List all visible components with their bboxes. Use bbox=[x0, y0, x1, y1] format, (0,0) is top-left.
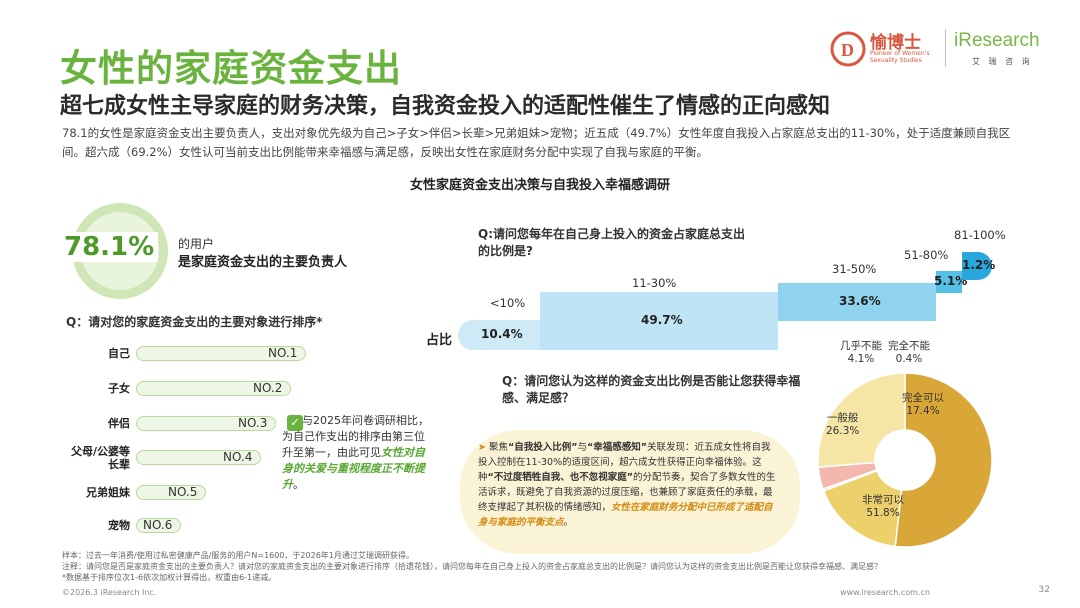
ranking-question: Q：请对您的家庭资金支出的主要对象进行排序* bbox=[66, 315, 323, 329]
stair-category: 51-80% bbox=[904, 248, 949, 262]
donut-slice bbox=[894, 372, 993, 548]
check-icon: ✓ bbox=[287, 415, 303, 431]
ranking-bar bbox=[136, 485, 206, 500]
insight-b1: “自我投入比例” bbox=[508, 442, 578, 453]
ranking-label: 宠物 bbox=[108, 519, 130, 532]
stair-bar bbox=[936, 271, 962, 293]
ranking-number: NO.1 bbox=[268, 346, 298, 360]
footer-note: 注释：请问您是否是家庭资金支出的主要负责人？请对您的家庭资金支出的主要对象进行排… bbox=[62, 562, 882, 571]
insight-p4: 的分配节奏，契合了多数女性的生活诉求，既避免了自我资源的过度压缩，也兼顾了家庭责… bbox=[478, 472, 776, 513]
ranking-bar bbox=[136, 450, 261, 465]
insight-p3: 关联发现：近五成女性将自我投入控制在11-30%的适度区间，超六成女性获得正向幸… bbox=[478, 442, 771, 483]
satisfaction-donut bbox=[817, 372, 993, 548]
stair-category: 31-50% bbox=[832, 262, 877, 276]
footer-website: www.iresearch.com.cn bbox=[840, 588, 930, 597]
stair-category: 81-100% bbox=[954, 228, 1006, 242]
donut-label-value: 4.1% bbox=[847, 353, 875, 365]
ranking-number: NO.2 bbox=[253, 381, 283, 395]
brand2-name: iResearch bbox=[954, 30, 1040, 51]
svg-text:D: D bbox=[841, 40, 854, 60]
responsible-pct: 78.1% bbox=[60, 232, 159, 262]
brand1-name: 愉博士 bbox=[870, 33, 921, 53]
ranking-bar bbox=[136, 518, 181, 533]
ranking-bar bbox=[136, 381, 291, 396]
ranking-label: 子女 bbox=[108, 382, 130, 395]
donut-label-name: 完全不能 bbox=[888, 340, 930, 352]
insight-p5: 。 bbox=[563, 517, 574, 528]
ranking-note-end: 。 bbox=[293, 478, 304, 491]
donut-label-value: 17.4% bbox=[906, 405, 940, 417]
ranking-note: 与2025年问卷调研相比，为自己作支出的排序由第三位升至第一，由此可见女性对自身… bbox=[282, 413, 432, 539]
stair-value: 5.1% bbox=[934, 274, 968, 288]
ranking-note-highlight: 女性对自身的关爱与重视程度正不断提升 bbox=[282, 446, 425, 491]
donut-label: 完全不能 0.4% bbox=[888, 340, 930, 366]
chart-title: 女性家庭资金支出决策与自我投入幸福感调研 bbox=[409, 178, 670, 193]
donut-label: 非常可以 51.8% bbox=[862, 494, 904, 520]
stair-bar bbox=[962, 252, 992, 280]
donut-slice bbox=[822, 469, 903, 548]
responsible-label-2: 是家庭资金支出的主要负责人 bbox=[178, 255, 348, 270]
ranking-bar bbox=[136, 346, 306, 361]
ranking-label: 兄弟姐妹 bbox=[86, 486, 130, 499]
brand-logo-icon: D bbox=[830, 31, 866, 67]
insight-b3: “不过度牺牲自我、也不忽视家庭” bbox=[487, 472, 634, 483]
page-subtitle: 超七成女性主导家庭的财务决策，自我资金投入的适配性催生了情感的正向感知 bbox=[60, 94, 831, 119]
donut-label-name: 几乎不能 bbox=[840, 340, 882, 352]
page-title: 女性的家庭资金支出 bbox=[60, 47, 402, 90]
stair-value: 49.7% bbox=[641, 313, 683, 327]
donut-label: 完全可以 17.4% bbox=[902, 392, 944, 418]
insight-cloud bbox=[460, 430, 800, 554]
stair-bar bbox=[778, 283, 936, 321]
ranking-number: NO.5 bbox=[168, 485, 198, 499]
insight-b2: “幸福感感知” bbox=[587, 442, 648, 453]
stair-bar bbox=[540, 292, 778, 350]
insight-p2: 与 bbox=[577, 442, 588, 453]
share-axis-label: 占比 bbox=[426, 333, 453, 348]
ranking-number: NO.4 bbox=[223, 450, 253, 464]
insight-text: ➤ 聚焦“自我投入比例”与“幸福感感知”关联发现：近五成女性将自我投入控制在11… bbox=[478, 442, 776, 528]
share-question: Q:请问您每年在自己身上投入的资金占家庭总支出的比例是? bbox=[478, 227, 746, 258]
logo-area: D 愉博士 Pioneer of Women's Sexuality Studi… bbox=[822, 24, 1052, 74]
ranking-note-text: 与2025年问卷调研相比，为自己作支出的排序由第三位升至第一，由此可见 bbox=[282, 414, 429, 459]
ranking-label: 伴侣 bbox=[108, 417, 130, 430]
donut-label-name: 完全可以 bbox=[902, 392, 944, 404]
intro-paragraph: 78.1的女性是家庭资金支出主要负责人，支出对象优先级为自己>子女>伴侣>长辈>… bbox=[62, 126, 1011, 159]
donut-label-value: 51.8% bbox=[866, 507, 900, 519]
ranking-label: 父母/公婆等长辈 bbox=[70, 445, 130, 471]
footer-rank-note: *数据基于排序位次1-6依次加权计算得出，权重由6-1递减。 bbox=[62, 573, 277, 582]
page-number: 32 bbox=[1038, 585, 1050, 595]
donut-label-name: 非常可以 bbox=[862, 494, 904, 506]
responsible-label-1: 的用户 bbox=[178, 237, 215, 251]
stair-value: 1.2% bbox=[962, 258, 996, 272]
stair-value: 10.4% bbox=[481, 327, 523, 341]
donut-label-name: 一般般 bbox=[826, 412, 859, 424]
ranking-label: 自己 bbox=[108, 347, 130, 360]
donut-slice bbox=[817, 372, 906, 468]
donut-label-value: 26.3% bbox=[826, 425, 860, 437]
donut-label: 几乎不能 4.1% bbox=[840, 340, 882, 366]
stair-category: 11-30% bbox=[632, 276, 677, 290]
ranking-bar bbox=[136, 416, 276, 431]
footer-sample: 样本：过去一年消费/使用过私密健康产品/服务的用户N=1600，于2026年1月… bbox=[62, 551, 414, 560]
footer-copyright: ©2026.3 iResearch Inc. bbox=[62, 588, 157, 597]
ranking-number: NO.3 bbox=[238, 416, 268, 430]
logo-divider bbox=[945, 30, 946, 66]
brand1-sub2: Sexuality Studies bbox=[870, 57, 922, 64]
brand1-sub1: Pioneer of Women's bbox=[870, 50, 930, 57]
stair-bar bbox=[458, 320, 540, 350]
insight-highlight: 女性在家庭财务分配中已形成了适配自身与家庭的平衡支点 bbox=[478, 502, 773, 528]
insight-p1: 聚焦 bbox=[489, 442, 509, 453]
stair-category: <10% bbox=[490, 296, 526, 310]
stair-value: 33.6% bbox=[839, 294, 881, 308]
donut-label: 一般般 26.3% bbox=[826, 412, 859, 438]
donut-label-value: 0.4% bbox=[895, 353, 923, 365]
ranking-number: NO.6 bbox=[143, 518, 173, 532]
satisfaction-question: Q：请问您认为这样的资金支出比例是否能让您获得幸福感、满足感？ bbox=[502, 374, 801, 405]
brand2-sub: 艾 瑞 咨 询 bbox=[972, 57, 1033, 66]
